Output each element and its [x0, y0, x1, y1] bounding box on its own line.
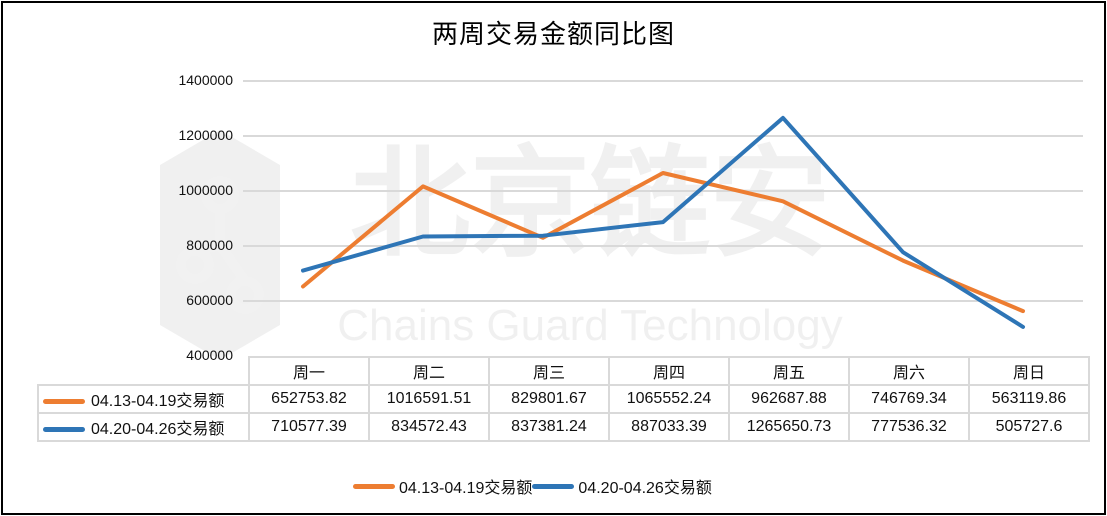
row-header: 04.13-04.19交易额: [37, 384, 250, 414]
table-header-row: 周一 周二 周三 周四 周五 周六 周日: [38, 356, 1090, 386]
series-lines: [301, 115, 1025, 329]
gridlines: [243, 80, 1083, 302]
table-cell: 829801.67: [488, 384, 610, 414]
row-header: 04.20-04.26交易额: [37, 412, 250, 442]
legend-line-blue-icon: [532, 483, 575, 489]
row-label: 04.13-04.19交易额: [91, 393, 225, 410]
legend-item-series-1[interactable]: 04.13-04.19交易额: [353, 474, 532, 498]
table-cell: 505727.6: [968, 412, 1090, 442]
y-tick-label: 600000: [186, 292, 233, 308]
table-cell: 652753.82: [248, 384, 370, 414]
table-cell: 777536.32: [848, 412, 970, 442]
column-header: 周四: [608, 356, 730, 386]
table-cell: 746769.34: [848, 384, 970, 414]
y-tick-label: 1200000: [178, 127, 233, 143]
row-label: 04.20-04.26交易额: [91, 421, 225, 438]
series-line-2[interactable]: [301, 115, 1025, 329]
series-line-1[interactable]: [301, 171, 1025, 314]
table-row: 04.13-04.19交易额 652753.82 1016591.51 8298…: [37, 384, 1090, 414]
table-corner: [38, 357, 250, 386]
column-header: 周一: [248, 356, 370, 386]
legend-label: 04.20-04.26交易额: [578, 480, 712, 497]
table-cell: 1016591.51: [368, 384, 490, 414]
y-tick-label: 1000000: [178, 182, 233, 198]
column-header: 周三: [488, 356, 610, 386]
y-tick-label: 800000: [186, 237, 233, 253]
chart-legend: 04.13-04.19交易额 04.20-04.26交易额: [353, 474, 712, 498]
legend-key-orange-icon: [43, 399, 85, 405]
legend-key-blue-icon: [43, 427, 85, 433]
column-header: 周二: [368, 356, 490, 386]
legend-item-series-2[interactable]: 04.20-04.26交易额: [532, 474, 712, 498]
legend-line-orange-icon: [353, 483, 395, 489]
column-header: 周日: [968, 356, 1090, 386]
table-cell: 834572.43: [368, 412, 490, 442]
legend-label: 04.13-04.19交易额: [399, 480, 533, 497]
table-row: 04.20-04.26交易额 710577.39 834572.43 83738…: [37, 412, 1090, 442]
table-cell: 1265650.73: [728, 412, 850, 442]
y-tick-label: 1400000: [178, 72, 233, 88]
column-header: 周六: [848, 356, 970, 386]
table-cell: 710577.39: [248, 412, 370, 442]
table-cell: 563119.86: [968, 384, 1090, 414]
table-cell: 887033.39: [608, 412, 730, 442]
table-cell: 837381.24: [488, 412, 610, 442]
chart-title: 两周交易金额同比图: [431, 20, 675, 50]
table-cell: 962687.88: [728, 384, 850, 414]
data-table: 周一 周二 周三 周四 周五 周六 周日 04.13-04.19交易额 6527…: [37, 356, 1090, 442]
column-header: 周五: [728, 356, 850, 386]
table-cell: 1065552.24: [608, 384, 730, 414]
